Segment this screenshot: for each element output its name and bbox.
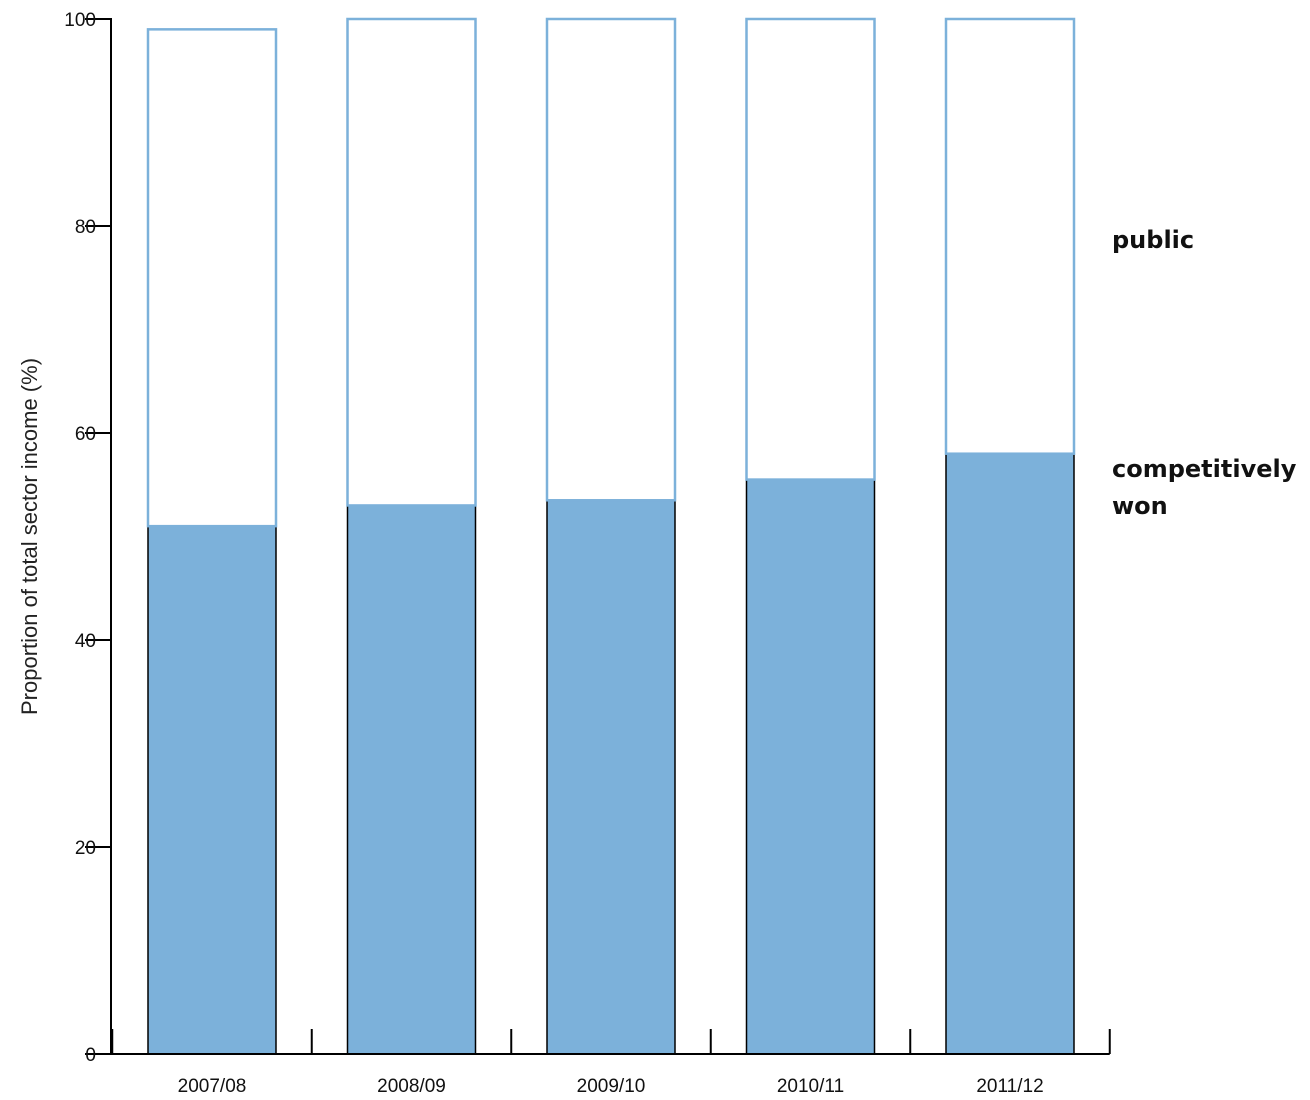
y-tick-label: 20 [75, 838, 96, 859]
bars-group [146, 17, 1076, 1055]
axes-group [85, 18, 1111, 1055]
x-tick-label: 2011/12 [976, 1076, 1043, 1095]
series-label-competitively-won: competitively [1112, 455, 1297, 483]
y-tick-label: 60 [75, 424, 96, 445]
bar-competitively-won-2010-11 [745, 478, 876, 1055]
y-tick-label: 40 [75, 631, 96, 652]
bar-public-2008-09 [346, 17, 477, 507]
bar-competitively-won-2009-10 [546, 499, 676, 1055]
bar-competitively-won-2011-12 [945, 452, 1075, 1055]
y-axis-title: Proportion of total sector income (%) [17, 358, 42, 715]
y-tick-label: 80 [75, 217, 96, 238]
y-tick-label: 0 [85, 1045, 96, 1066]
x-tick-label: 2010/11 [777, 1076, 844, 1095]
bar-public-2009-10 [545, 17, 677, 502]
bar-public-2010-11 [745, 17, 876, 481]
series-label-public: public [1112, 226, 1194, 254]
y-tick-label: 100 [64, 10, 96, 31]
labels-group: 2007/08 2008/09 2009/10 2010/11 2011/12 0 20 40… [17, 10, 1297, 1097]
bar-competitively-won-2007-08 [147, 525, 277, 1055]
series-label-competitively-won: won [1112, 492, 1168, 520]
bar-public-2007-08 [146, 28, 278, 528]
x-tick-label: 2007/08 [178, 1076, 247, 1095]
bar-competitively-won-2008-09 [346, 504, 477, 1055]
x-tick-label: 2009/10 [577, 1076, 646, 1095]
bar-public-2011-12 [944, 17, 1076, 455]
x-tick-label: 2008/09 [377, 1076, 446, 1095]
